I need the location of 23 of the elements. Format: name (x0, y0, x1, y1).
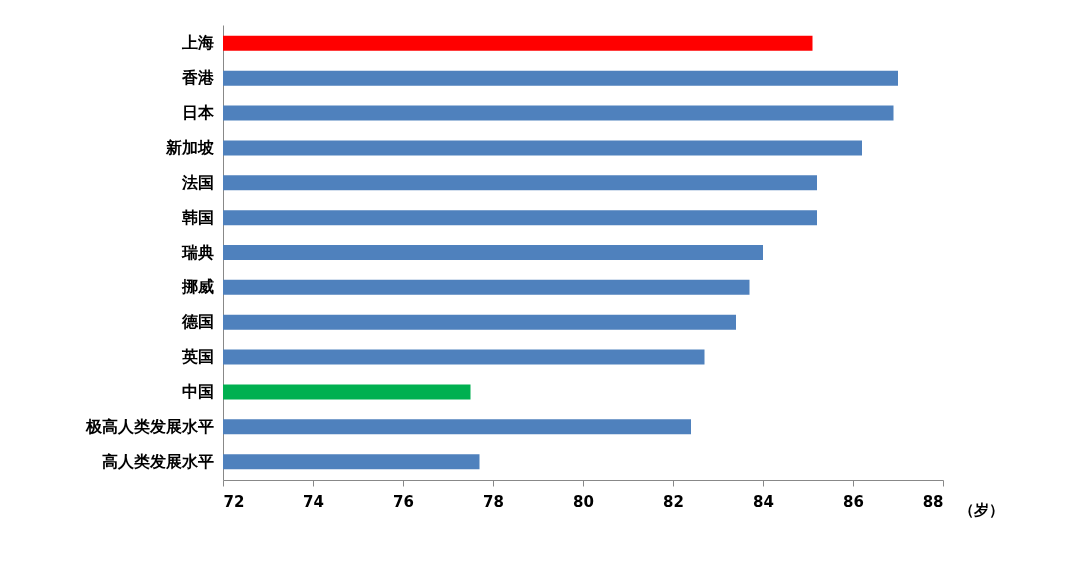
y-tick-label: 中国 (181, 381, 214, 401)
x-tick-label: 86 (843, 492, 864, 511)
x-tick-label: 78 (483, 492, 504, 511)
y-tick-label: 新加坡 (164, 137, 215, 157)
y-tick-label: 极高人类发展水平 (84, 416, 214, 436)
y-tick-label: 香港 (180, 68, 215, 88)
x-tick-label: 74 (303, 492, 324, 511)
y-tick-label: 英国 (180, 347, 214, 367)
x-tick-label: 72 (223, 492, 245, 511)
y-tick-label: 日本 (181, 103, 215, 123)
y-tick-label: 韩国 (180, 207, 214, 227)
y-tick-label: 德国 (180, 312, 214, 332)
x-tick-label: 88 (922, 492, 944, 511)
y-tick-label: 上海 (180, 33, 214, 53)
y-tick-label: 法国 (180, 172, 214, 192)
x-axis-title: （岁） (958, 500, 1004, 519)
x-tick-label: 80 (573, 492, 594, 511)
x-tick-label: 84 (753, 492, 774, 511)
x-tick-label: 76 (393, 492, 414, 511)
y-tick-label: 高人类发展水平 (101, 451, 214, 471)
y-tick-label: 挪威 (180, 277, 214, 297)
x-tick-label: 82 (663, 492, 684, 511)
y-tick-label: 瑞典 (180, 242, 214, 262)
